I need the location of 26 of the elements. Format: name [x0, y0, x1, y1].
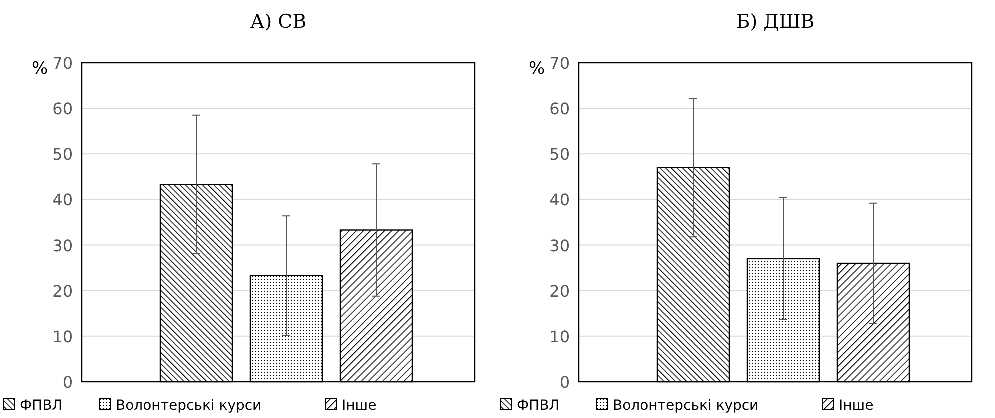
- legend-label: Інше: [839, 398, 874, 414]
- y-axis-title: %: [32, 59, 48, 79]
- y-tick-label: 30: [52, 236, 73, 256]
- y-tick-label: 50: [52, 145, 73, 164]
- y-tick-label: 40: [550, 190, 570, 210]
- chart-title: А) СВ: [250, 11, 307, 33]
- y-tick-label: 10: [550, 327, 570, 346]
- legend-label: ФПВЛ: [517, 398, 560, 414]
- y-tick-label: 30: [550, 236, 570, 256]
- y-tick-label: 20: [550, 282, 570, 301]
- y-tick-label: 0: [560, 373, 570, 392]
- y-tick-label: 60: [550, 100, 570, 119]
- y-tick-label: 40: [52, 190, 73, 210]
- y-axis-title: %: [529, 59, 546, 79]
- legend-label: ФПВЛ: [20, 398, 63, 414]
- y-tick-label: 50: [550, 145, 570, 164]
- y-tick-label: 70: [52, 54, 73, 73]
- y-tick-label: 20: [52, 282, 73, 301]
- y-tick-label: 70: [550, 54, 570, 73]
- legend-label: Інше: [342, 398, 377, 414]
- y-tick-label: 0: [62, 373, 73, 392]
- y-tick-label: 60: [52, 100, 73, 119]
- legend-label: Волонтерські курси: [613, 398, 759, 414]
- chart-title: Б) ДШВ: [736, 11, 815, 33]
- y-tick-label: 10: [52, 327, 73, 346]
- legend-label: Волонтерські курси: [116, 398, 262, 414]
